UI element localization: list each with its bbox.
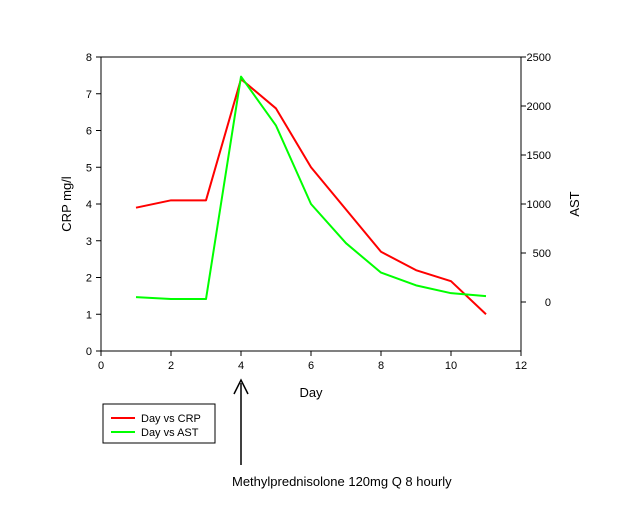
ast-series-line	[135, 75, 487, 301]
left-y-axis: 0 1 2 3 4 5 6 7 8	[86, 52, 101, 358]
legend: Day vs CRP Day vs AST	[102, 403, 216, 444]
right-y-tick-label: 2500	[527, 52, 551, 64]
x-tick-label: 8	[378, 360, 384, 372]
x-tick-label: 6	[308, 360, 314, 372]
left-y-tick-label: 4	[86, 199, 92, 211]
left-y-tick-label: 7	[86, 89, 92, 101]
annotation-text: Methylprednisolone 120mg Q 8 hourly	[232, 474, 452, 489]
right-y-tick-label: 500	[533, 248, 551, 260]
left-y-tick-label: 8	[86, 52, 92, 64]
left-y-tick-label: 6	[86, 126, 92, 138]
x-tick-label: 0	[98, 360, 104, 372]
x-tick-label: 4	[238, 360, 244, 372]
right-y-tick-label: 2000	[527, 101, 551, 113]
left-y-tick-label: 5	[86, 162, 92, 174]
right-y-tick-label: 1000	[527, 199, 551, 211]
right-y-tick-label: 1500	[527, 150, 551, 162]
right-y-axis: 0 500 1000 1500 2000 2500	[521, 52, 551, 309]
series-layer	[135, 75, 487, 315]
right-y-axis-title: AST	[567, 191, 582, 216]
x-tick-label: 12	[515, 360, 527, 372]
annotation: Methylprednisolone 120mg Q 8 hourly	[232, 378, 452, 489]
x-tick-label: 10	[445, 360, 457, 372]
x-axis: 0 2 4 6 8 10 12	[98, 351, 527, 372]
legend-box	[102, 403, 216, 444]
x-tick-label: 2	[168, 360, 174, 372]
left-y-tick-label: 3	[86, 236, 92, 248]
legend-label-crp: Day vs CRP	[141, 413, 201, 425]
left-y-tick-label: 2	[86, 273, 92, 285]
left-y-tick-label: 1	[86, 309, 92, 321]
annotation-arrow-head	[233, 378, 249, 395]
crp-series-line	[135, 78, 487, 315]
left-y-axis-title: CRP mg/l	[59, 176, 74, 231]
x-axis-title: Day	[299, 385, 323, 400]
legend-label-ast: Day vs AST	[141, 427, 199, 439]
right-y-tick-label: 0	[545, 297, 551, 309]
left-y-tick-label: 0	[86, 346, 92, 358]
